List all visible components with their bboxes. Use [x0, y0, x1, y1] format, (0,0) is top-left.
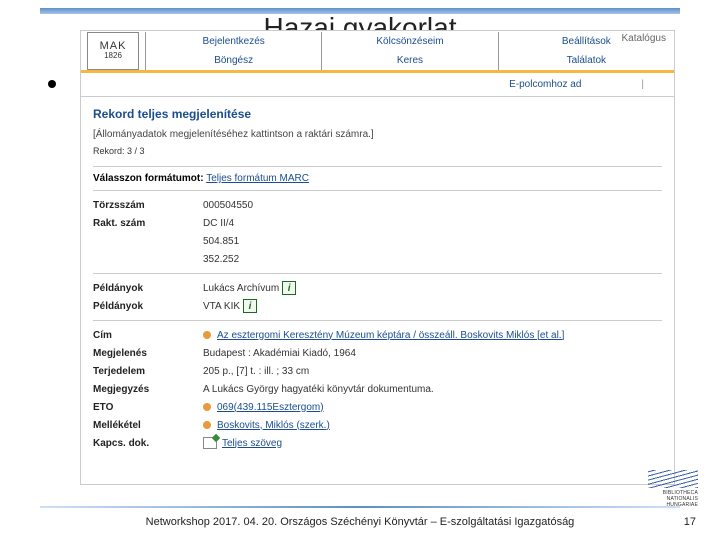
record-position: Rekord: 3 / 3 — [93, 146, 662, 156]
record-label: Megjelenés — [93, 348, 203, 359]
record-value-text: Az esztergomi Keresztény Múzeum képtára … — [217, 330, 564, 341]
record-row: ETO 069(439.115Esztergom) — [93, 399, 662, 415]
record-label: Megjegyzés — [93, 384, 203, 395]
record-row: Terjedelem205 p., [7] t. : ill. ; 33 cm — [93, 363, 662, 379]
footer-logo: BIBLIOTHECA NATIONALIS HUNGARIAE — [648, 470, 698, 500]
record-value: A Lukács György hagyatéki könyvtár dokum… — [203, 384, 434, 395]
record-label: Példányok — [93, 283, 203, 294]
bullet-icon — [203, 331, 211, 339]
record-row: Törzsszám000504550 — [93, 197, 662, 213]
page-number: 17 — [684, 516, 696, 528]
record-row: PéldányokLukács Archívumi — [93, 280, 662, 296]
record-value-text: 352.252 — [203, 254, 239, 265]
record-value[interactable]: Az esztergomi Keresztény Múzeum képtára … — [203, 330, 564, 341]
footer-rule — [40, 506, 680, 508]
record-row: Cím Az esztergomi Keresztény Múzeum képtá… — [93, 327, 662, 343]
nav-bongesz[interactable]: Böngész — [145, 51, 321, 70]
document-icon — [203, 437, 217, 449]
record-value: 000504550 — [203, 200, 253, 211]
catalog-screenshot: Katalógus MAK 1826 Bejelentkezés Kölcsön… — [80, 30, 675, 485]
divider — [93, 166, 662, 167]
record-row: 504.851 — [93, 233, 662, 249]
record-label: Törzsszám — [93, 200, 203, 211]
record-value-text: 205 p., [7] t. : ill. ; 33 cm — [203, 366, 309, 377]
record-value-text: 069(439.115Esztergom) — [217, 402, 324, 413]
record-value: DC II/4 — [203, 218, 234, 229]
catalog-nav: Bejelentkezés Kölcsönzéseim Beállítások … — [145, 32, 674, 70]
catalog-header: MAK 1826 Bejelentkezés Kölcsönzéseim Beá… — [81, 31, 674, 73]
record-value: 352.252 — [203, 254, 239, 265]
record-row: PéldányokVTA KIKi — [93, 298, 662, 314]
record-label: Cím — [93, 330, 203, 341]
record-value-text: Teljes szöveg — [222, 438, 282, 449]
divider — [93, 273, 662, 274]
record-full-title: Rekord teljes megjelenítése — [93, 107, 662, 121]
nav-talalatok[interactable]: Találatok — [498, 51, 674, 70]
record-value[interactable]: Boskovits, Miklós (szerk.) — [203, 420, 330, 431]
format-options-link[interactable]: Teljes formátum MARC — [206, 173, 309, 184]
record-row: MegjelenésBudapest : Akadémiai Kiadó, 19… — [93, 345, 662, 361]
record-row: Mellékétel Boskovits, Miklós (szerk.) — [93, 417, 662, 433]
record-label: Terjedelem — [93, 366, 203, 377]
info-icon[interactable]: i — [282, 281, 296, 295]
catalog-subbar: E-polcomhoz ad | — [81, 73, 674, 97]
record-value-text: DC II/4 — [203, 218, 234, 229]
record-value-text: VTA KIK — [203, 301, 240, 312]
divider — [93, 190, 662, 191]
nav-keres[interactable]: Keres — [321, 51, 497, 70]
nav-bejelentkezes[interactable]: Bejelentkezés — [145, 32, 321, 51]
epolc-link[interactable]: E-polcomhoz ad — [509, 79, 581, 90]
record-label: ETO — [93, 402, 203, 413]
record-value-text: A Lukács György hagyatéki könyvtár dokum… — [203, 384, 434, 395]
info-icon[interactable]: i — [243, 299, 257, 313]
bullet-icon — [203, 403, 211, 411]
subbar-divider: | — [641, 79, 644, 90]
record-row: MegjegyzésA Lukács György hagyatéki köny… — [93, 381, 662, 397]
record-row: Kapcs. dok. Teljes szöveg — [93, 435, 662, 451]
bullet-icon — [203, 421, 211, 429]
record-row: Rakt. számDC II/4 — [93, 215, 662, 231]
record-note: [Állományadatok megjelenítéséhez kattint… — [93, 129, 662, 140]
divider — [93, 320, 662, 321]
record-value-text: Budapest : Akadémiai Kiadó, 1964 — [203, 348, 356, 359]
format-label: Válasszon formátumot: — [93, 173, 204, 184]
footer-logo-lines — [648, 470, 698, 488]
record-value: 205 p., [7] t. : ill. ; 33 cm — [203, 366, 309, 377]
nav-kolcsonzeseim[interactable]: Kölcsönzéseim — [321, 32, 497, 51]
record-value-text: Boskovits, Miklós (szerk.) — [217, 420, 330, 431]
record-value[interactable]: 069(439.115Esztergom) — [203, 402, 324, 413]
logo-text-bottom: 1826 — [104, 52, 122, 60]
bullet-dot — [48, 80, 56, 88]
record-label: Példányok — [93, 301, 203, 312]
catalog-logo: MAK 1826 — [87, 32, 139, 70]
record-row: 352.252 — [93, 251, 662, 267]
record-value-text: Lukács Archívum — [203, 283, 279, 294]
record-label: Mellékétel — [93, 420, 203, 431]
record-label: Kapcs. dok. — [93, 438, 203, 449]
record-value-text: 504.851 — [203, 236, 239, 247]
record-value-text: 000504550 — [203, 200, 253, 211]
record-label: Rakt. szám — [93, 218, 203, 229]
katalogus-label: Katalógus — [622, 33, 666, 44]
record-value: 504.851 — [203, 236, 239, 247]
footer-text: Networkshop 2017. 04. 20. Országos Széch… — [0, 516, 720, 528]
record-value: VTA KIKi — [203, 299, 257, 313]
record-value: Lukács Archívumi — [203, 281, 296, 295]
format-selector: Válasszon formátumot: Teljes formátum MA… — [93, 173, 662, 184]
record-value: Budapest : Akadémiai Kiadó, 1964 — [203, 348, 356, 359]
record-value[interactable]: Teljes szöveg — [203, 437, 282, 449]
